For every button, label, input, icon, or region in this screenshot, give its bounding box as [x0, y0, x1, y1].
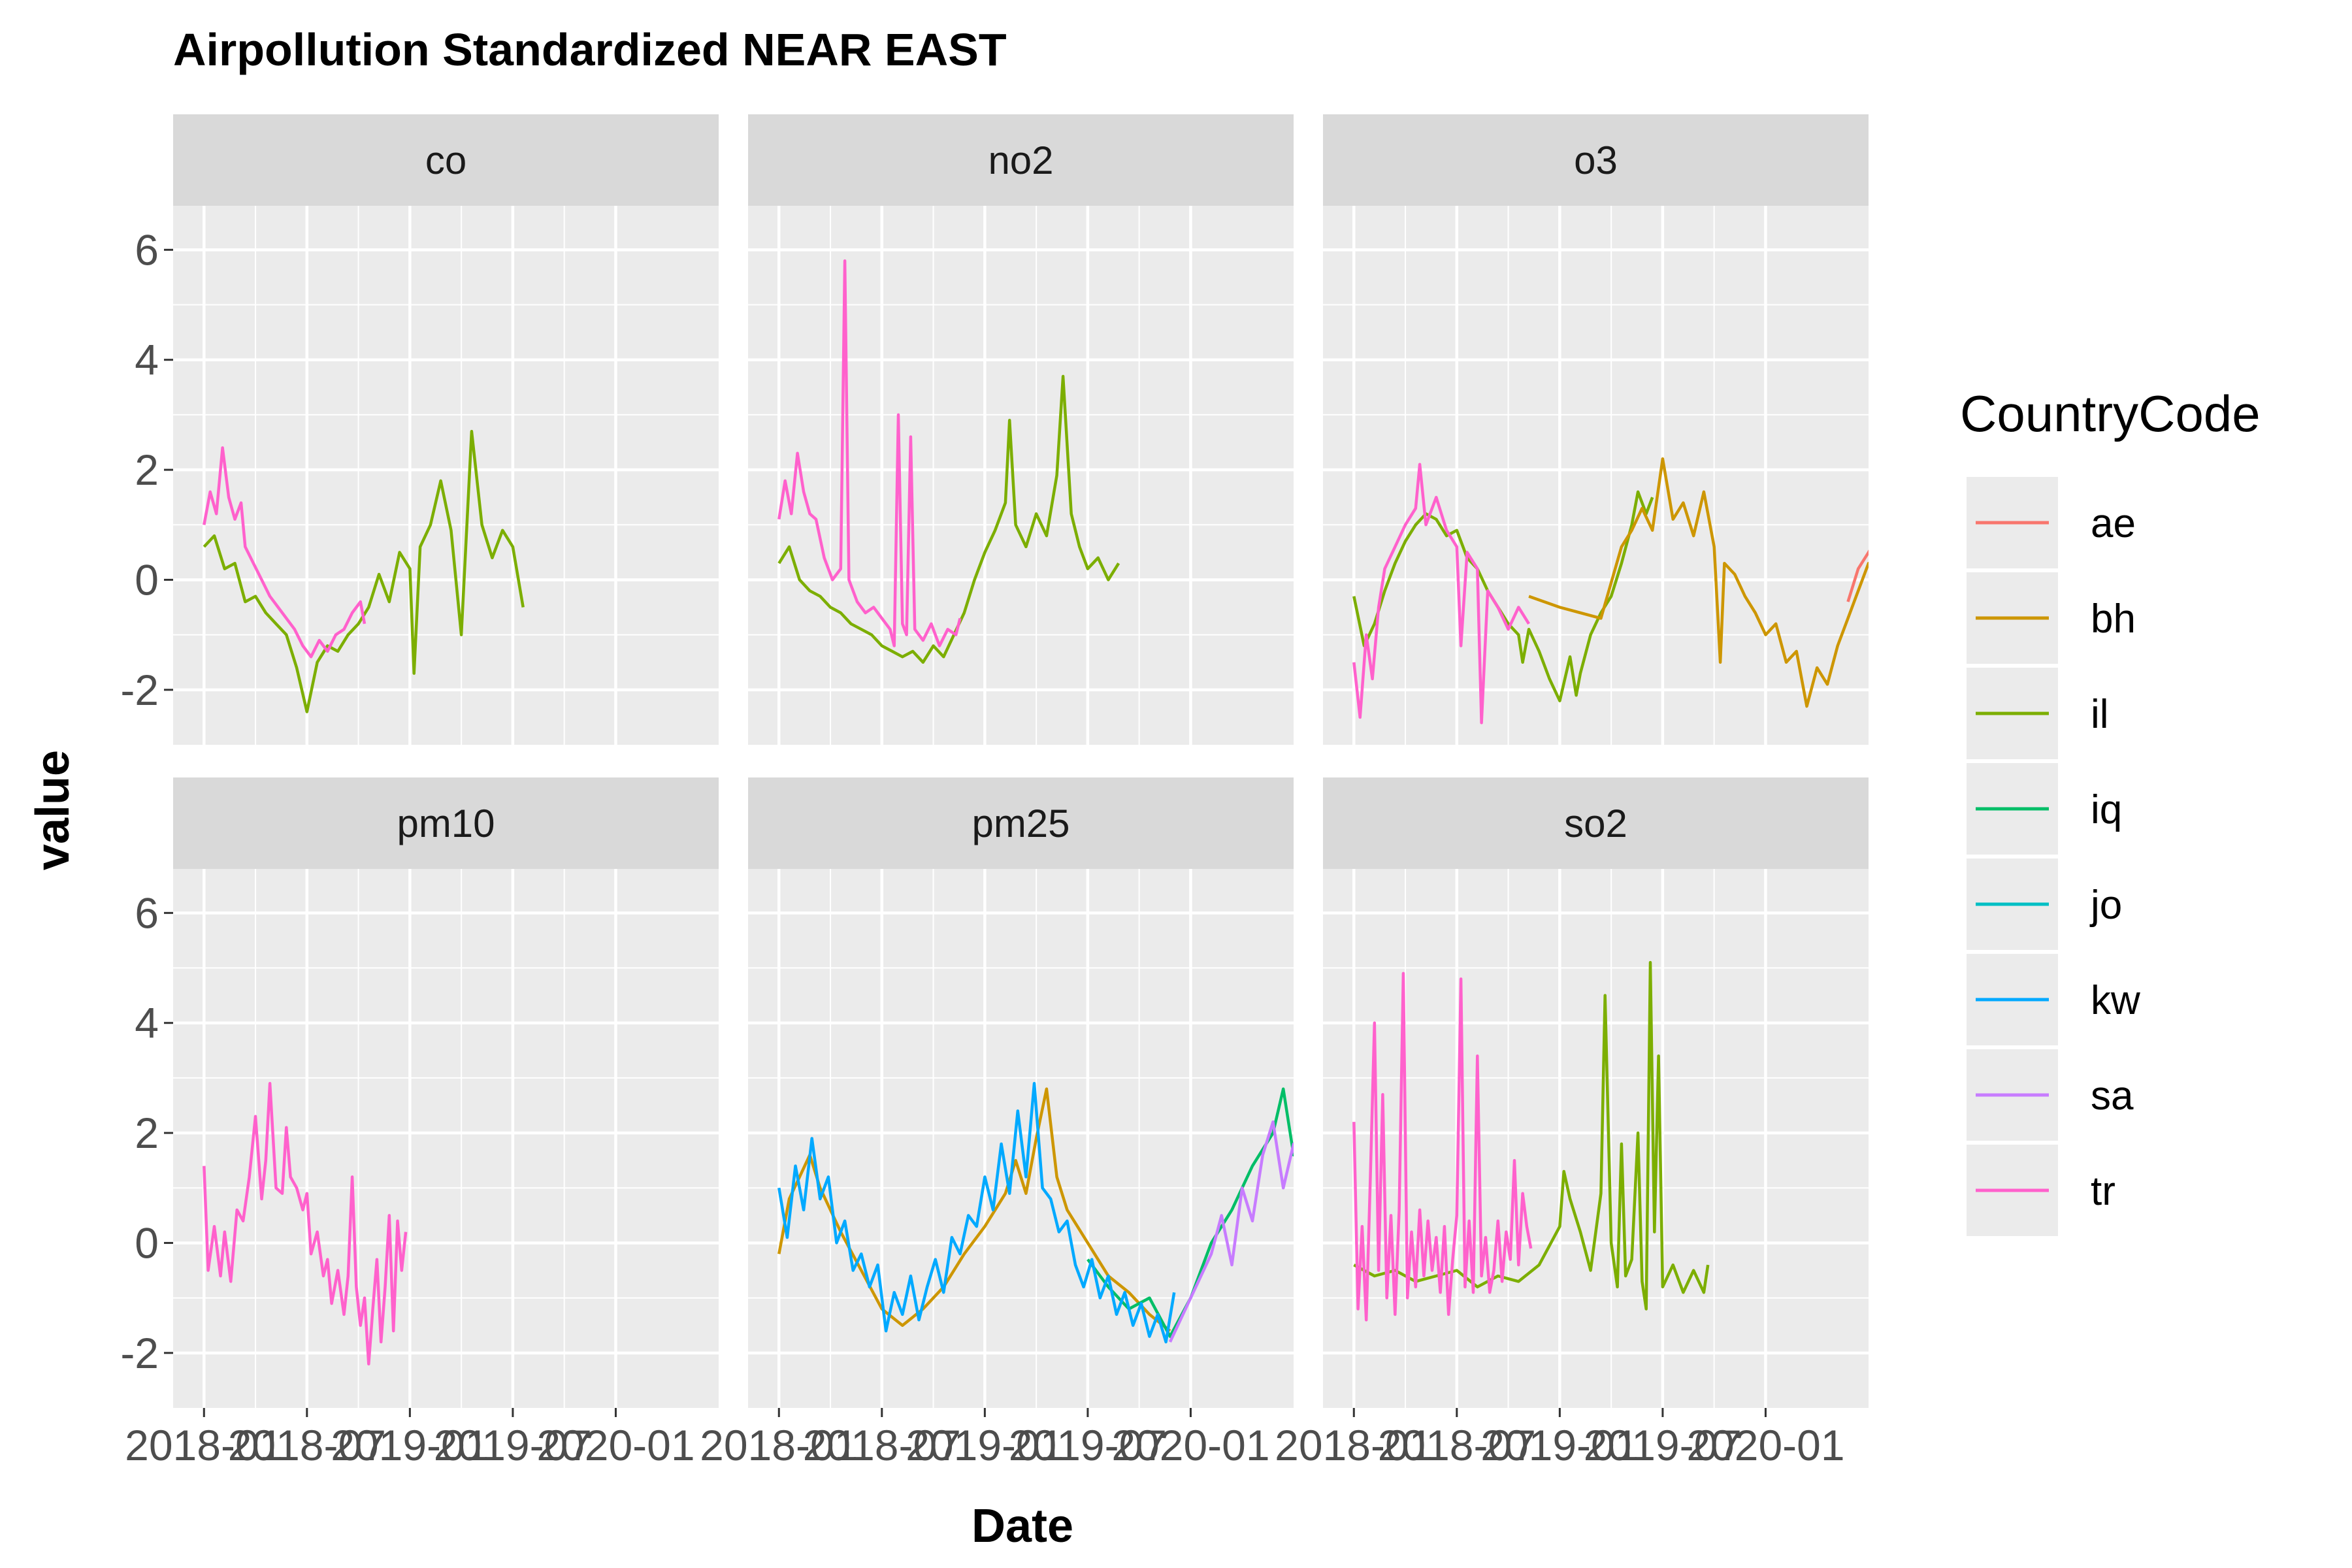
- legend-label: sa: [2091, 1073, 2134, 1119]
- legend-label: jo: [2089, 883, 2122, 928]
- panel-no2: no2: [748, 114, 1294, 745]
- facet-strip: [173, 777, 719, 869]
- legend-label: bh: [2091, 596, 2136, 642]
- facet-strip: [748, 777, 1294, 869]
- legend-label: ae: [2091, 501, 2136, 546]
- y-tick-label: 0: [135, 1218, 159, 1267]
- panel-background: [1323, 869, 1869, 1408]
- facet-label: pm25: [972, 802, 1070, 845]
- panel-o3: o3: [1323, 114, 1869, 745]
- facet-strip: [173, 114, 719, 206]
- y-tick-label: 6: [135, 225, 159, 274]
- series-line-iq: [1086, 1087, 1294, 1338]
- x-axis-title: Date: [972, 1500, 1073, 1552]
- x-tick-label: 2020-01: [1111, 1421, 1269, 1469]
- legend: CountryCode ae bh il iq jo kw sa tr: [1960, 385, 2261, 1236]
- legend-label: kw: [2091, 978, 2140, 1023]
- x-tick-label: 2019-07: [1009, 1421, 1167, 1469]
- y-tick-label: 0: [135, 555, 159, 604]
- facet-strip: [1323, 114, 1869, 206]
- legend-item-bh: bh: [1967, 572, 2136, 664]
- series-line-ae: [1846, 549, 1869, 602]
- x-tick-label: 2018-01: [125, 1421, 283, 1469]
- x-tick-label: 2018-07: [228, 1421, 386, 1469]
- legend-item-ae: ae: [1967, 477, 2136, 568]
- y-tick-label: -2: [120, 666, 159, 714]
- panel-background: [748, 206, 1294, 745]
- y-tick-label: 4: [135, 999, 159, 1047]
- y-tick-label: 4: [135, 336, 159, 384]
- panel-background: [1323, 206, 1869, 745]
- legend-label: iq: [2091, 787, 2122, 832]
- x-tick-label: 2019-07: [1584, 1421, 1742, 1469]
- facet-label: o3: [1574, 139, 1618, 182]
- series-line-tr: [1352, 463, 1531, 725]
- series-line-il: [1353, 960, 1710, 1311]
- legend-item-iq: iq: [1967, 763, 2122, 855]
- panel-background: [173, 869, 719, 1408]
- series-line-tr: [1352, 972, 1533, 1322]
- series-line-bh: [1528, 457, 1869, 708]
- facet-label: co: [425, 139, 466, 182]
- series-line-tr: [203, 1082, 408, 1365]
- panel-pm10: pm10 -2 0 2 4 6 2018-012018-072019-012019-0720…: [120, 777, 719, 1469]
- legend-item-jo: jo: [1967, 858, 2122, 950]
- chart-title: Airpollution Standardized NEAR EAST: [173, 24, 1007, 75]
- x-tick-label: 2019-01: [331, 1421, 489, 1469]
- x-tick-label: 2018-07: [803, 1421, 961, 1469]
- facet-strip: [1323, 777, 1869, 869]
- legend-item-sa: sa: [1967, 1049, 2134, 1141]
- series-line-il: [203, 429, 525, 713]
- y-tick-label: 6: [135, 889, 159, 937]
- series-line-il: [1352, 490, 1654, 702]
- x-tick-label: 2019-01: [1480, 1421, 1639, 1469]
- x-tick-label: 2019-01: [906, 1421, 1064, 1469]
- x-tick-label: 2020-01: [1686, 1421, 1844, 1469]
- y-tick-label: -2: [120, 1329, 159, 1377]
- series-line-sa: [1168, 1120, 1294, 1343]
- x-tick-label: 2018-07: [1378, 1421, 1536, 1469]
- series-line-kw: [777, 1082, 1176, 1344]
- series-line-bh: [777, 1087, 1171, 1332]
- facet-strip: [748, 114, 1294, 206]
- legend-item-kw: kw: [1967, 954, 2140, 1045]
- facet-label: no2: [988, 139, 1053, 182]
- legend-label: il: [2091, 692, 2109, 737]
- legend-title: CountryCode: [1960, 385, 2261, 442]
- series-line-tr: [203, 446, 367, 659]
- panel-co: co -2 0 2 4 6: [120, 114, 719, 745]
- x-tick-label: 2018-01: [700, 1421, 858, 1469]
- legend-label: tr: [2091, 1169, 2115, 1214]
- x-tick-label: 2018-01: [1275, 1421, 1433, 1469]
- x-tick-label: 2020-01: [536, 1421, 694, 1469]
- legend-item-il: il: [1967, 668, 2109, 759]
- y-tick-label: 2: [135, 446, 159, 494]
- facet-label: so2: [1564, 802, 1627, 845]
- y-tick-label: 2: [135, 1109, 159, 1157]
- panel-background: [173, 206, 719, 745]
- series-line-tr: [777, 259, 962, 647]
- legend-item-tr: tr: [1967, 1145, 2115, 1236]
- y-axis-title: value: [27, 750, 79, 870]
- x-tick-label: 2019-07: [434, 1421, 592, 1469]
- facet-label: pm10: [397, 802, 495, 845]
